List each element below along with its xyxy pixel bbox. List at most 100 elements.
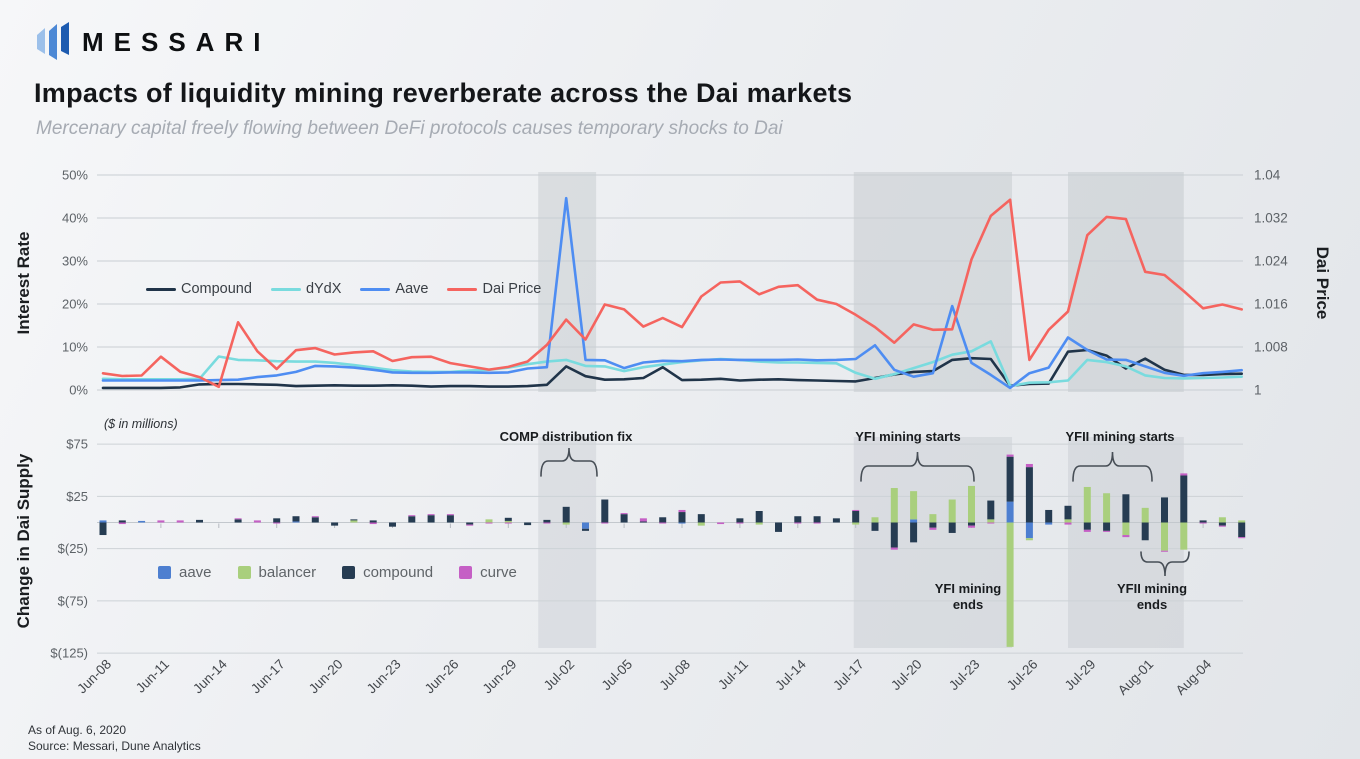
bar-segment-compound	[311, 517, 319, 523]
bar-segment-compound	[678, 512, 686, 523]
bar-segment-balancer	[1006, 522, 1014, 647]
bar-segment-compound	[1180, 475, 1188, 523]
bar-segment-balancer	[1122, 522, 1130, 536]
bar-segment-compound	[1045, 509, 1053, 523]
bar-segment-aave	[582, 522, 589, 529]
y-axis-tick-label-right: 1.016	[1254, 297, 1288, 312]
dai-price-line-swatch	[447, 287, 478, 291]
bar-segment-compound	[639, 521, 647, 523]
bar-segment-balancer	[968, 485, 975, 523]
bar-segment-curve	[273, 522, 281, 524]
bar-segment-compound	[196, 519, 203, 523]
aave-line-swatch	[360, 287, 391, 291]
bar-segment-curve	[408, 515, 416, 517]
bar-segment-curve	[678, 509, 686, 513]
bar-segment-compound	[543, 519, 551, 523]
legend-item-balancer-bar: balancer	[237, 564, 316, 581]
bar-segment-balancer	[697, 522, 705, 526]
bar-segment-curve	[659, 522, 667, 524]
units-note: ($ in millions)	[104, 417, 178, 431]
bar-segment-compound	[871, 522, 879, 531]
bar-segment-curve	[1199, 522, 1207, 524]
bar-segment-compound	[331, 522, 339, 526]
y-axis-tick-label-left: 10%	[62, 340, 88, 355]
legend-item-compound: Compound	[146, 281, 252, 297]
bar-segment-compound	[1103, 522, 1111, 531]
bar-segment-aave	[99, 520, 107, 523]
bar-segment-curve	[1161, 550, 1168, 552]
dai-price-axis-label: Dai Price	[1313, 246, 1332, 320]
bar-segment-balancer	[890, 488, 898, 523]
bar-segment-compound	[1025, 467, 1033, 523]
y-axis-tick-label-left: 30%	[62, 254, 88, 269]
bar-segment-curve	[736, 522, 744, 524]
bar-segment-aave	[138, 520, 146, 523]
bar-segment-compound	[890, 522, 898, 548]
bar-segment-balancer	[1218, 517, 1226, 523]
bar-segment-curve	[253, 520, 261, 523]
bar-segment-curve	[1103, 530, 1111, 532]
bar-segment-compound	[755, 511, 763, 523]
y-axis-tick-label-supply: $(75)	[58, 593, 88, 608]
bar-segment-curve	[929, 527, 937, 530]
bar-segment-balancer	[350, 520, 358, 523]
x-axis-tick-label: Jul-20	[888, 657, 925, 694]
bar-segment-curve	[1122, 535, 1130, 538]
balancer-bar-swatch	[237, 566, 251, 579]
bar-segment-curve	[1006, 454, 1014, 457]
y-axis-tick-label-left: 50%	[62, 168, 88, 183]
bar-segment-balancer	[852, 522, 860, 525]
bar-segment-compound	[659, 517, 667, 523]
bar-segment-curve	[794, 522, 802, 524]
bar-segment-compound	[524, 522, 532, 526]
bar-segment-compound	[1064, 505, 1072, 520]
shaded-region	[853, 437, 1013, 648]
x-axis-tick-label: Jun-17	[248, 657, 288, 697]
bar-segment-curve	[369, 522, 377, 525]
y-axis-tick-label-left: 20%	[62, 297, 88, 312]
bar-segment-compound	[794, 516, 802, 523]
annotation-yfii-mining-ends: YFII mining ends	[1116, 581, 1188, 612]
bar-segment-compound	[1218, 522, 1226, 526]
bar-segment-curve	[1180, 473, 1188, 476]
compound-line-swatch	[146, 287, 176, 291]
bar-segment-curve	[987, 522, 995, 524]
bar-segment-curve	[311, 516, 319, 518]
bar-segment-compound	[369, 520, 377, 523]
interest-rate-legend: Compound dYdX Aave Dai Price	[146, 281, 541, 297]
bar-segment-balancer	[929, 514, 937, 523]
bar-segment-balancer	[1064, 519, 1072, 523]
bar-segment-compound	[601, 499, 609, 523]
bar-segment-balancer	[1161, 522, 1168, 551]
annotation-comp-distribution-fix: COMP distribution fix	[499, 429, 633, 444]
bar-segment-curve	[543, 522, 551, 524]
bar-segment-curve	[620, 513, 628, 515]
aave-bar-swatch	[158, 566, 171, 579]
bar-segment-compound	[1083, 522, 1091, 530]
bar-segment-compound	[697, 514, 705, 523]
bar-segment-curve	[234, 518, 242, 520]
bar-segment-compound	[852, 511, 860, 523]
bar-segment-balancer	[871, 517, 879, 523]
footer: As of Aug. 6, 2020 Source: Messari, Dune…	[28, 722, 201, 754]
legend-item-dai-price: Dai Price	[447, 281, 541, 297]
bar-segment-curve	[852, 509, 860, 512]
bar-segment-balancer	[1238, 520, 1246, 523]
x-axis-tick-label: Aug-04	[1173, 656, 1215, 698]
x-axis-tick-label: Jun-29	[480, 657, 520, 697]
bar-segment-balancer	[987, 519, 995, 523]
x-axis-tick-label: Jun-08	[74, 657, 114, 697]
bar-segment-balancer	[504, 520, 512, 523]
bar-segment-compound	[1006, 456, 1014, 502]
bar-segment-curve	[1238, 537, 1246, 539]
bar-segment-curve	[118, 522, 126, 525]
y-axis-tick-label-right: 1	[1254, 383, 1262, 398]
bar-segment-compound	[582, 528, 589, 531]
x-axis-tick-label: Jun-14	[190, 656, 230, 696]
bar-segment-balancer	[485, 519, 493, 523]
bar-segment-compound	[427, 515, 435, 523]
bar-segment-compound	[118, 520, 126, 523]
bar-segment-compound	[504, 517, 512, 521]
bar-segment-compound	[273, 518, 281, 523]
x-axis-tick-label: Jun-26	[422, 657, 462, 697]
